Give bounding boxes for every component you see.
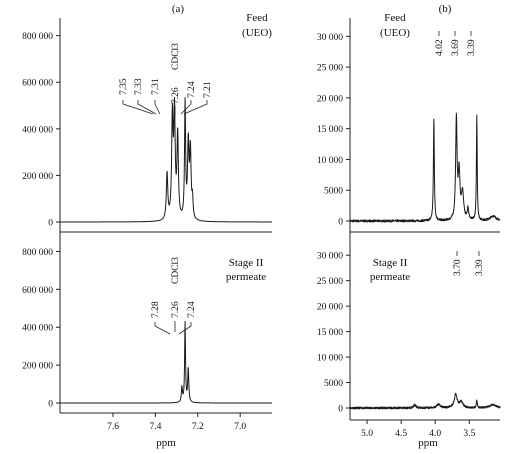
- panel-a-label: (a): [172, 3, 185, 15]
- x-tick-label: 5.0: [361, 429, 373, 439]
- panel-a-top-leader-lines: [122, 100, 208, 116]
- peak-label: 7.26: [171, 301, 181, 318]
- y-tick-label: 800 000: [22, 32, 53, 42]
- y-tick-label: 10 000: [317, 156, 343, 166]
- panel-a-bottom-x-ticks: 7.6 7.4 7.2 7.0: [107, 413, 246, 432]
- y-tick-label: 0: [48, 219, 53, 229]
- peak-label: 7.33: [134, 78, 144, 95]
- panel-a-top: 0 200 000 400 000 600 000 800 000 Feed (UEO)…: [22, 12, 273, 233]
- peak-label: 3.39: [467, 39, 477, 56]
- panel-b-label: (b): [439, 3, 452, 15]
- panel-a-x-axis-title: ppm: [156, 437, 176, 449]
- y-tick-label: 20 000: [317, 303, 343, 313]
- panel-a-top-y-ticks: 0 200 000 400 000 600 000 800 000: [22, 32, 60, 229]
- panel-b-bottom-annotation-line1: Stage II: [373, 257, 408, 269]
- peak-label: 7.35: [119, 78, 129, 95]
- panel-b-top: 0 5000 10 000 15 000 20 000 25 000 30 000 Feed…: [317, 12, 501, 233]
- y-tick-label: 400 000: [22, 324, 53, 334]
- panel-b-top-y-ticks: 0 5000 10 000 15 000 20 000 25 000 30 000: [317, 33, 350, 228]
- panel-a-bottom-annotation-line2: permeate: [226, 271, 266, 283]
- y-tick-label: 15 000: [317, 328, 343, 338]
- panel-a-bottom-annotation-line1: Stage II: [229, 257, 264, 269]
- peak-label: 7.28: [151, 301, 161, 318]
- x-tick-label: 7.2: [192, 422, 204, 432]
- x-tick-label: 4.0: [429, 429, 441, 439]
- x-tick-label: 7.4: [149, 422, 161, 432]
- panel-b-top-annotation-line2: (UEO): [380, 27, 410, 39]
- y-tick-label: 600 000: [22, 79, 53, 89]
- panel-b-bottom-y-ticks: 0 5000 10 000 15 000 20 000 25 000 30 000: [317, 252, 350, 415]
- panel-b-x-axis-title: ppm: [418, 437, 438, 449]
- peak-label: 7.24: [187, 81, 197, 98]
- peak-label: 3.70: [453, 259, 463, 276]
- y-tick-label: 25 000: [317, 64, 343, 74]
- panel-a-bottom-spectrum-line: [59, 321, 273, 404]
- panel-b-top-annotation-line1: Feed: [384, 12, 406, 24]
- peak-label: 7.26: [171, 87, 181, 104]
- y-tick-label: 600 000: [22, 286, 53, 296]
- x-tick-label: 3.5: [463, 429, 475, 439]
- y-tick-label: 0: [338, 405, 343, 415]
- y-tick-label: 15 000: [317, 125, 343, 135]
- y-tick-label: 30 000: [317, 252, 343, 262]
- peak-label: 3.69: [451, 39, 461, 56]
- y-tick-label: 5000: [324, 187, 343, 197]
- panel-b-bottom-spectrum-line: [349, 392, 501, 410]
- x-tick-label: 7.0: [234, 422, 246, 432]
- panel-b-bottom: 0 5000 10 000 15 000 20 000 25 000 30 000 5.0 4…: [317, 232, 501, 449]
- peak-label: 4.02: [435, 39, 445, 56]
- peak-label: 7.31: [151, 78, 161, 95]
- panel-b-bottom-x-ticks: 5.0 4.5 4.0 3.5: [361, 420, 476, 439]
- y-tick-label: 200 000: [22, 362, 53, 372]
- panel-a-bottom-y-ticks: 0 200 000 400 000 600 000 800 000: [22, 248, 60, 410]
- x-tick-label: 4.5: [395, 429, 407, 439]
- peak-label: 3.39: [475, 259, 485, 276]
- panel-b-bottom-leader-lines: [456, 251, 480, 256]
- peak-label: CDCl3: [171, 257, 181, 284]
- y-tick-label: 0: [48, 400, 53, 410]
- peak-label: CDCl3: [171, 43, 181, 70]
- peak-label: 7.21: [203, 81, 213, 98]
- y-tick-label: 20 000: [317, 94, 343, 104]
- y-tick-label: 5000: [324, 379, 343, 389]
- peak-label: 7.24: [187, 301, 197, 318]
- panel-a-top-annotation-line1: Feed: [246, 12, 268, 24]
- panel-b-bottom-annotation-line2: permeate: [370, 271, 410, 283]
- y-tick-label: 30 000: [317, 33, 343, 43]
- y-tick-label: 25 000: [317, 277, 343, 287]
- x-tick-label: 7.6: [107, 422, 119, 432]
- panel-a-top-annotation-line2: (UEO): [242, 27, 272, 39]
- y-tick-label: 800 000: [22, 248, 53, 258]
- y-tick-label: 200 000: [22, 172, 53, 182]
- y-tick-label: 400 000: [22, 125, 53, 135]
- panel-a-bottom-leader-lines: [154, 321, 192, 335]
- y-tick-label: 10 000: [317, 354, 343, 364]
- panel-a-top-spectrum-line: [59, 96, 273, 223]
- panel-b-top-leader-lines: [438, 31, 472, 36]
- panel-b-top-spectrum-line: [349, 112, 501, 223]
- y-tick-label: 0: [338, 218, 343, 228]
